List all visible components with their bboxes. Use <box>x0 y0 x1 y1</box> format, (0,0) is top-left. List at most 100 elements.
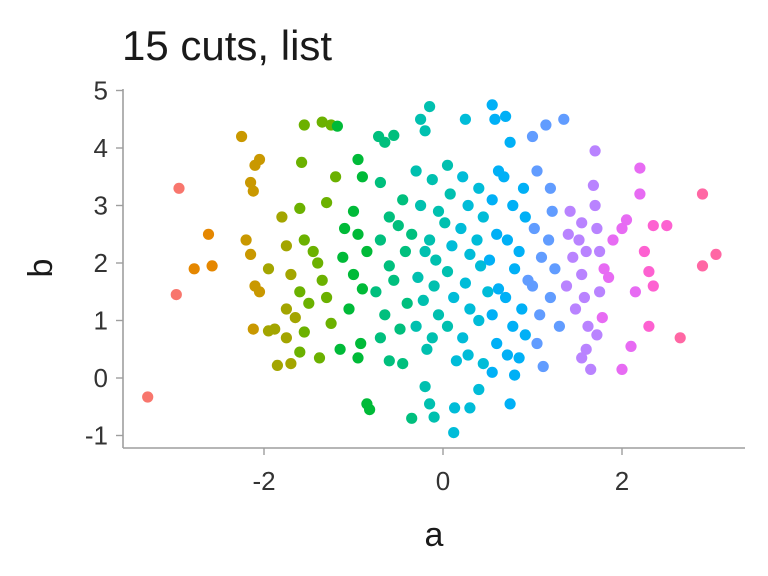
data-point <box>262 263 275 275</box>
data-point <box>356 283 368 295</box>
data-point <box>294 286 306 298</box>
data-point <box>313 352 326 364</box>
data-point <box>361 245 373 258</box>
data-point <box>504 136 516 148</box>
data-point <box>492 283 505 295</box>
points-layer <box>142 99 722 439</box>
data-point <box>576 217 588 229</box>
data-point <box>455 222 467 235</box>
data-point <box>544 291 557 304</box>
data-point <box>401 297 413 309</box>
data-point <box>448 291 460 304</box>
data-point <box>410 165 422 177</box>
data-point <box>459 113 471 125</box>
data-point <box>638 245 651 258</box>
data-point <box>464 248 476 260</box>
data-point <box>513 245 525 258</box>
y-axis-title: b <box>22 259 60 278</box>
y-tick-label: 3 <box>94 191 108 221</box>
data-point <box>294 202 306 214</box>
data-point <box>245 176 257 189</box>
data-point <box>170 289 182 301</box>
data-point <box>388 274 400 286</box>
data-point <box>388 129 400 141</box>
data-point <box>553 320 566 332</box>
data-point <box>426 174 438 186</box>
data-point <box>620 214 633 226</box>
data-point <box>513 352 525 364</box>
data-point <box>406 228 418 240</box>
data-point <box>334 343 346 355</box>
data-point <box>280 332 292 344</box>
data-point <box>473 314 485 327</box>
data-point <box>473 383 485 396</box>
x-tick-label: 0 <box>436 466 450 496</box>
data-point <box>489 113 501 125</box>
data-point <box>587 179 600 191</box>
data-point <box>441 320 454 332</box>
data-point <box>419 125 431 137</box>
y-tick-label: 1 <box>94 306 108 336</box>
data-point <box>441 266 454 278</box>
data-point <box>419 381 431 393</box>
data-point <box>457 332 469 344</box>
data-point <box>486 99 498 111</box>
data-point <box>303 297 315 309</box>
data-point <box>428 411 440 423</box>
data-point <box>540 119 552 131</box>
data-point <box>591 329 603 341</box>
data-point <box>594 245 606 258</box>
data-point <box>526 280 539 292</box>
data-point <box>331 120 343 132</box>
data-point <box>444 188 456 200</box>
data-point <box>582 320 594 332</box>
data-point <box>585 363 597 375</box>
data-point <box>352 352 364 364</box>
data-point <box>432 205 445 217</box>
data-point <box>441 159 454 171</box>
data-point <box>352 228 364 240</box>
data-point <box>432 309 445 321</box>
data-point <box>710 248 722 260</box>
data-point <box>634 162 646 174</box>
data-point <box>294 346 306 358</box>
data-point <box>383 211 395 223</box>
data-point <box>534 309 546 321</box>
y-tick-label: 5 <box>94 76 108 106</box>
data-point <box>379 136 391 148</box>
data-point <box>580 245 592 258</box>
data-point <box>517 182 530 194</box>
data-point <box>253 153 266 166</box>
data-point <box>289 312 301 324</box>
data-point <box>347 205 360 217</box>
data-point <box>271 359 283 371</box>
data-point <box>296 156 308 168</box>
data-point <box>504 398 516 410</box>
data-point <box>482 286 494 298</box>
data-point <box>661 220 673 232</box>
data-point <box>343 303 355 315</box>
data-point <box>567 251 579 263</box>
data-point <box>501 234 513 246</box>
data-point <box>634 188 646 200</box>
y-tick-label: -1 <box>85 421 108 451</box>
data-point <box>507 320 519 332</box>
data-point <box>464 303 476 315</box>
data-point <box>374 234 386 246</box>
data-point <box>483 254 496 266</box>
data-point <box>501 349 513 361</box>
data-point <box>298 326 310 338</box>
data-point <box>298 119 310 131</box>
data-point <box>531 337 543 350</box>
data-point <box>448 427 460 439</box>
data-point <box>356 171 368 183</box>
x-tick-label: 2 <box>615 466 629 496</box>
data-point <box>507 199 519 212</box>
data-point <box>330 171 342 183</box>
data-point <box>519 211 531 223</box>
data-point <box>307 245 319 258</box>
data-point <box>647 220 659 232</box>
y-tick-label: 2 <box>94 248 108 278</box>
data-point <box>339 222 351 235</box>
